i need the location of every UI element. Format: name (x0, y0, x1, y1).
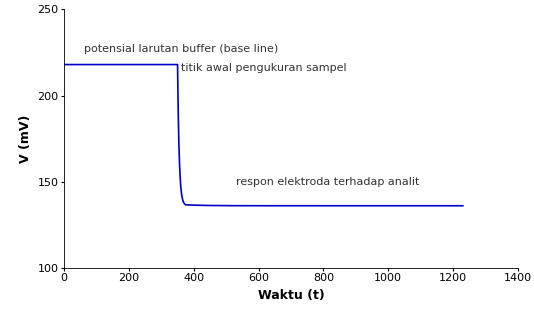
Text: respon elektroda terhadap analit: respon elektroda terhadap analit (236, 177, 419, 187)
X-axis label: Waktu (t): Waktu (t) (258, 289, 325, 302)
Y-axis label: V (mV): V (mV) (19, 114, 32, 163)
Text: titik awal pengukuran sampel: titik awal pengukuran sampel (181, 63, 347, 73)
Text: potensial larutan buffer (base line): potensial larutan buffer (base line) (83, 44, 278, 54)
